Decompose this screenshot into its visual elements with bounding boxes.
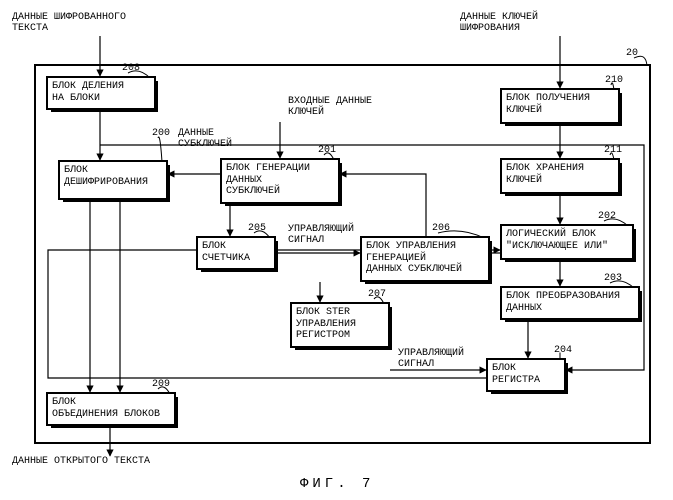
label-subkey-data: ДАННЫЕ СУБКЛЮЧЕЙ — [178, 128, 232, 150]
label-input-key-data: ВХОДНЫЕ ДАННЫЕ КЛЮЧЕЙ — [288, 96, 372, 118]
label-cipher-text-data: ДАННЫЕ ШИФРОВАННОГО ТЕКСТА — [12, 12, 126, 34]
label-control-signal-2: УПРАВЛЯЮЩИЙ СИГНАЛ — [398, 348, 464, 370]
label-control-signal-1: УПРАВЛЯЮЩИЙ СИГНАЛ — [288, 224, 354, 246]
num-201: 201 — [318, 145, 336, 156]
diagram-canvas: ДАННЫЕ ШИФРОВАННОГО ТЕКСТА ДАННЫЕ КЛЮЧЕЙ… — [0, 0, 673, 500]
num-200: 200 — [152, 128, 170, 139]
figure-caption: ФИГ. 7 — [300, 476, 374, 492]
label-key-data: ДАННЫЕ КЛЮЧЕЙ ШИФРОВАНИЯ — [460, 12, 538, 34]
num-208: 208 — [122, 63, 140, 74]
node-206: БЛОК УПРАВЛЕНИЯ ГЕНЕРАЦИЕЙ ДАННЫХ СУБКЛЮ… — [360, 236, 490, 282]
num-207: 207 — [368, 289, 386, 300]
node-208: БЛОК ДЕЛЕНИЯ НА БЛОКИ — [46, 76, 156, 110]
node-201: БЛОК ГЕНЕРАЦИИ ДАННЫХ СУБКЛЮЧЕЙ — [220, 158, 340, 204]
num-210: 210 — [605, 75, 623, 86]
node-202: ЛОГИЧЕСКИЙ БЛОК "ИСКЛЮЧАЮЩЕЕ ИЛИ" — [500, 224, 634, 260]
node-200: БЛОК ДЕШИФРИРОВАНИЯ — [58, 160, 168, 200]
num-211: 211 — [604, 145, 622, 156]
label-plaintext-data: ДАННЫЕ ОТКРЫТОГО ТЕКСТА — [12, 456, 150, 467]
node-204: БЛОК РЕГИСТРА — [486, 358, 566, 392]
node-209: БЛОК ОБЪЕДИНЕНИЯ БЛОКОВ — [46, 392, 176, 426]
node-205: БЛОК СЧЕТЧИКА — [196, 236, 276, 270]
node-211: БЛОК ХРАНЕНИЯ КЛЮЧЕЙ — [500, 158, 620, 194]
num-206: 206 — [432, 223, 450, 234]
num-204: 204 — [554, 345, 572, 356]
node-203: БЛОК ПРЕОБРАЗОВАНИЯ ДАННЫХ — [500, 286, 640, 320]
label-outer-number: 20 — [626, 48, 638, 59]
num-209: 209 — [152, 379, 170, 390]
num-203: 203 — [604, 273, 622, 284]
num-205: 205 — [248, 223, 266, 234]
node-210: БЛОК ПОЛУЧЕНИЯ КЛЮЧЕЙ — [500, 88, 620, 124]
node-207: БЛОК STER УПРАВЛЕНИЯ РЕГИСТРОМ — [290, 302, 390, 348]
num-202: 202 — [598, 211, 616, 222]
